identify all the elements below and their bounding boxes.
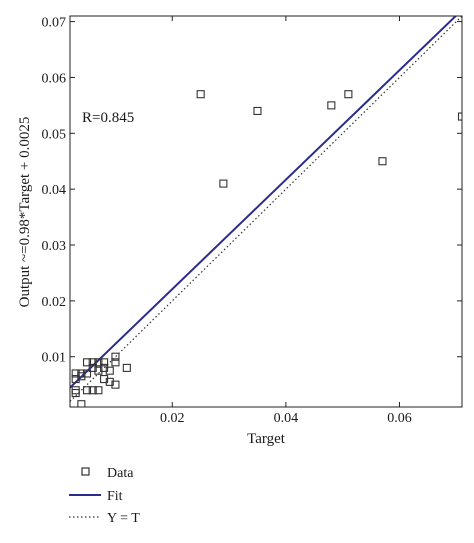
data-point	[88, 386, 97, 395]
data-point	[219, 179, 228, 188]
data-point	[253, 106, 262, 116]
y-tick-label: 0.07	[42, 16, 67, 31]
y-tick-label: 0.06	[42, 71, 67, 86]
data-point	[105, 377, 114, 386]
data-point	[94, 358, 103, 367]
legend-data-label: Data	[107, 466, 134, 481]
legend-data-swatch	[81, 467, 90, 476]
data-point	[77, 369, 86, 378]
data-point	[82, 358, 92, 367]
data-point	[100, 363, 109, 372]
data-point	[457, 112, 462, 121]
y-tick-label: 0.05	[42, 127, 67, 142]
y-tick-label: 0.02	[42, 295, 67, 310]
data-point	[82, 386, 92, 395]
data-point	[105, 366, 114, 375]
fit-line	[70, 16, 458, 389]
data-point	[111, 380, 120, 389]
data-point	[88, 358, 97, 367]
x-tick-label: 0.04	[274, 411, 299, 426]
legend: Data Fit Y = T	[69, 466, 140, 526]
data-points-group	[71, 90, 462, 407]
data-point	[94, 366, 103, 375]
data-point	[82, 369, 92, 378]
data-point	[88, 363, 97, 372]
x-axis-label: Target	[247, 431, 286, 447]
y-tick-label: 0.04	[42, 183, 67, 198]
data-point	[327, 101, 336, 110]
data-point	[111, 352, 120, 361]
y-axis-label: Output ~=0.98*Target + 0.0025	[17, 117, 33, 308]
fit-lines-group	[70, 16, 462, 402]
x-tick-label: 0.06	[387, 411, 412, 426]
data-point	[378, 157, 387, 166]
y-tick-label: 0.01	[42, 351, 67, 366]
data-point	[94, 386, 103, 395]
data-point	[111, 358, 120, 367]
x-tick-label: 0.02	[160, 411, 185, 426]
data-point	[100, 375, 109, 384]
axis-ticks-group: 0.02 0.04 0.06 0.01 0.02 0.03 0.04 0.05 0.06 0.07	[42, 16, 462, 426]
data-point	[196, 90, 205, 99]
data-point	[71, 369, 80, 378]
data-point	[100, 358, 109, 367]
data-point	[71, 386, 80, 395]
identity-line	[70, 16, 462, 402]
legend-fit-label: Fit	[107, 489, 123, 504]
y-tick-label: 0.03	[42, 239, 67, 254]
data-point	[344, 90, 353, 99]
data-point	[122, 363, 131, 372]
data-point	[71, 375, 80, 384]
data-point	[77, 400, 86, 407]
r-annotation: R=0.845	[82, 110, 134, 126]
plot-frame	[69, 15, 463, 408]
legend-yt-label: Y = T	[107, 511, 140, 526]
